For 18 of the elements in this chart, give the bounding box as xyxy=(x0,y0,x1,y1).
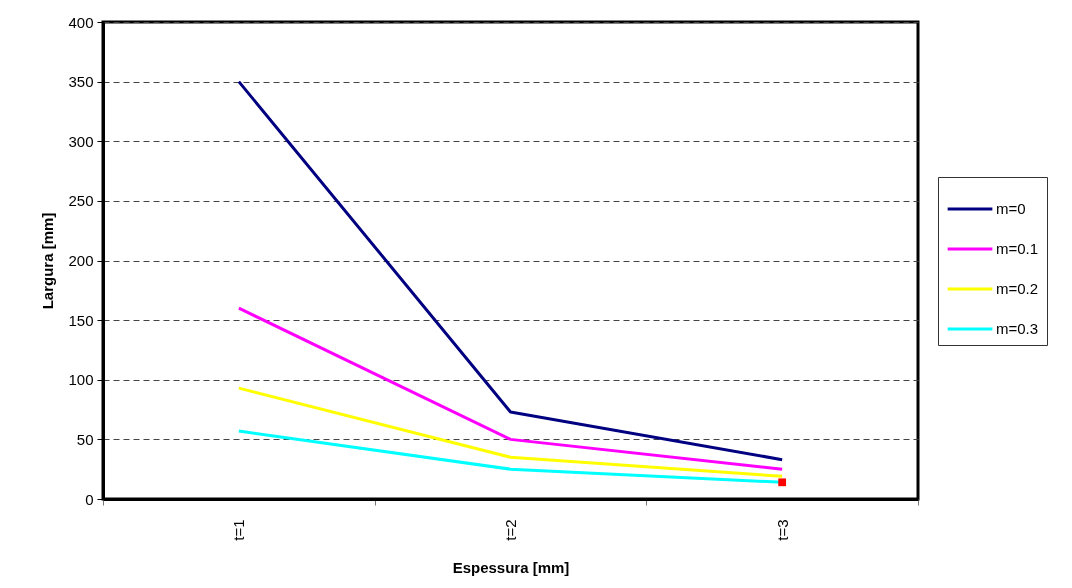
y-tick-label: 100 xyxy=(68,371,94,389)
legend-label: m=0 xyxy=(996,200,1026,217)
x-tick-label: t=2 xyxy=(502,519,519,541)
y-tick-label: 250 xyxy=(68,192,94,210)
y-axis-title: Largura [mm] xyxy=(39,212,57,310)
x-tick-label: t=3 xyxy=(773,519,791,541)
y-tick-label: 200 xyxy=(68,252,94,269)
legend-label: m=0.2 xyxy=(996,280,1039,297)
y-tick-label: 150 xyxy=(68,311,94,329)
y-tick-label: 400 xyxy=(68,13,94,31)
y-tick-label: 0 xyxy=(85,490,94,508)
y-tick-label: 300 xyxy=(68,132,94,150)
y-tick-label: 50 xyxy=(76,430,94,448)
x-axis-title: Espessura [mm] xyxy=(452,558,570,576)
x-tick-label: t=1 xyxy=(230,519,248,541)
legend-label: m=0.3 xyxy=(996,320,1039,337)
y-tick-label: 350 xyxy=(68,73,94,91)
legend-label: m=0.1 xyxy=(996,240,1039,257)
